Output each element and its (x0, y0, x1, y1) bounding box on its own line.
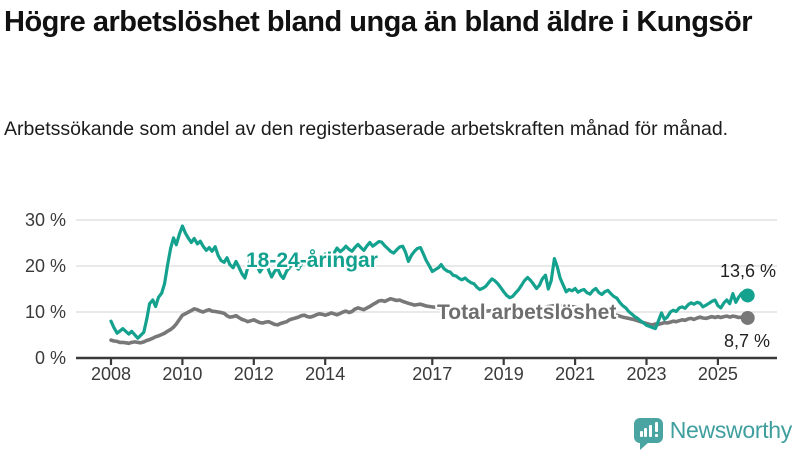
bar-chart-speech-bubble-icon (633, 418, 663, 450)
series-end-dot (740, 288, 755, 303)
series-label-young: 18-24-åringar (246, 249, 378, 272)
series-line (109, 296, 747, 346)
x-tick-label: 2010 (162, 364, 203, 384)
y-tick-label: 10 % (24, 302, 66, 322)
y-tick-label: 0 % (34, 348, 66, 368)
series-label-total: Total arbetslöshet (437, 301, 617, 324)
newsworthy-logo: Newsworthy (633, 417, 793, 450)
end-value-young: 13,6 % (719, 261, 776, 281)
x-tick-label: 2025 (697, 364, 738, 384)
series-line (109, 224, 747, 340)
page-title: Högre arbetslöshet bland unga än bland ä… (4, 6, 753, 38)
x-tick-label: 2014 (305, 364, 346, 384)
chart-subtitle: Arbetssökande som andel av den registerb… (4, 118, 729, 140)
x-tick-label: 2023 (626, 364, 667, 384)
y-tick-label: 30 % (24, 210, 66, 230)
series-end-dot (740, 310, 755, 325)
end-value-total: 8,7 % (723, 331, 770, 351)
y-tick-label: 20 % (24, 256, 66, 276)
brand-name: Newsworthy (669, 417, 793, 443)
x-tick-label: 2012 (233, 364, 274, 384)
x-tick-label: 2008 (90, 364, 132, 384)
x-tick-label: 2019 (483, 364, 524, 384)
x-tick-label: 2017 (412, 364, 453, 384)
x-tick-label: 2021 (555, 364, 596, 384)
